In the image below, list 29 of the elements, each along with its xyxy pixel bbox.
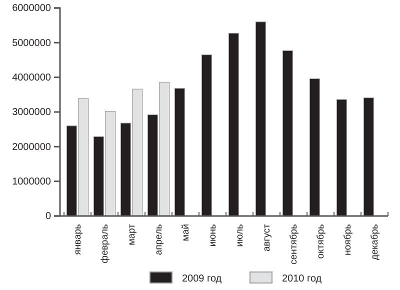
bar bbox=[336, 99, 347, 216]
y-tick-label: 0 bbox=[45, 211, 52, 222]
x-tick-label: сентябрь bbox=[288, 224, 300, 264]
x-tick-label: июнь bbox=[208, 224, 218, 247]
legend-label: 2010 год bbox=[282, 274, 322, 284]
legend-label: 2009 год bbox=[182, 274, 222, 284]
y-tick-label: 4000000 bbox=[12, 72, 52, 84]
x-tick-label: февраль bbox=[100, 224, 110, 264]
x-tick-label: январь bbox=[72, 224, 84, 255]
x-tick-label: декабрь bbox=[370, 224, 380, 260]
bar bbox=[309, 78, 320, 216]
bar bbox=[174, 88, 185, 216]
bar bbox=[282, 50, 293, 216]
x-tick-label: март bbox=[126, 223, 138, 246]
y-tick-label: 1000000 bbox=[12, 176, 52, 188]
bar bbox=[255, 22, 266, 216]
x-tick-label: август bbox=[262, 223, 272, 252]
bar bbox=[201, 54, 212, 216]
x-tick-label: октябрь bbox=[316, 224, 326, 259]
y-tick-label: 3000000 bbox=[12, 107, 52, 118]
x-tick-label: ноябрь bbox=[342, 224, 354, 256]
x-tick-label: апрель bbox=[154, 224, 164, 256]
bar bbox=[228, 33, 239, 216]
y-tick-label: 6000000 bbox=[12, 3, 52, 14]
y-tick-label: 5000000 bbox=[12, 38, 52, 49]
x-tick-label: май bbox=[180, 224, 192, 242]
bar bbox=[363, 97, 374, 216]
x-tick-label: июль bbox=[234, 224, 246, 247]
y-tick-label: 2000000 bbox=[12, 142, 52, 153]
